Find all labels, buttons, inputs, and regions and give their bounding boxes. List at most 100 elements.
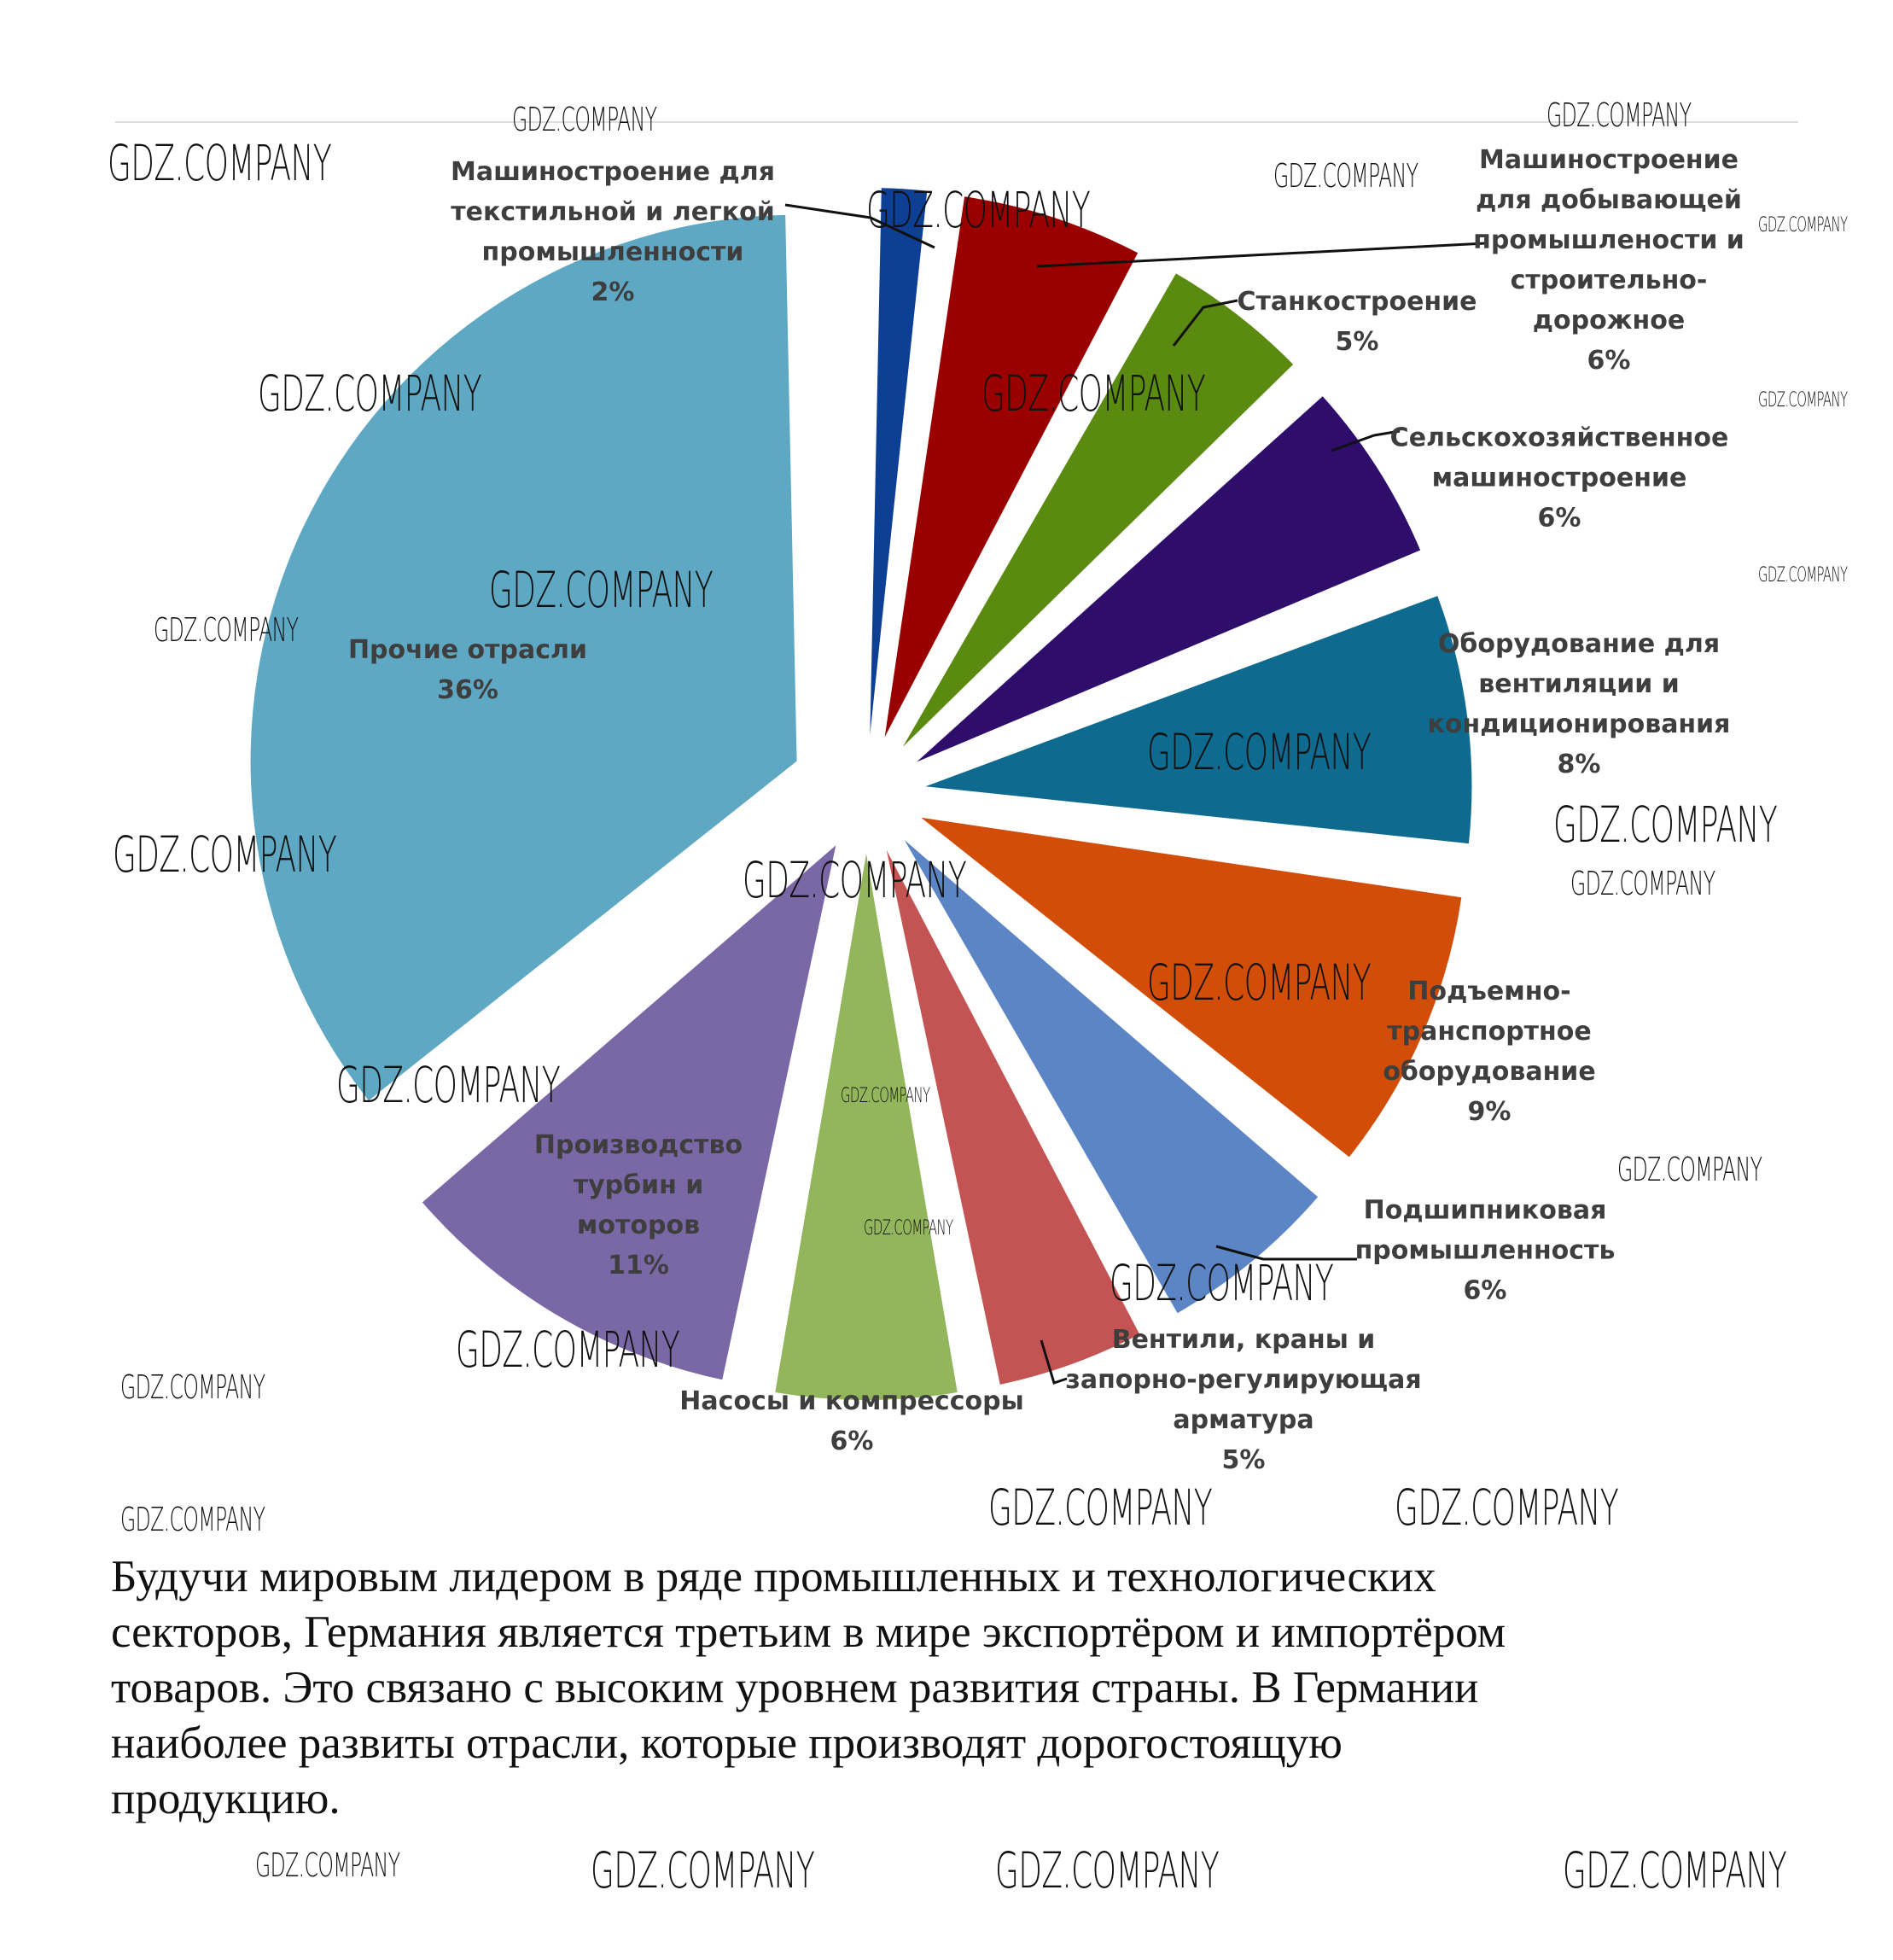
slice-label-text: для добывающей (1476, 185, 1742, 215)
watermark: GDZ.COMPANY (120, 1368, 265, 1406)
slice-label-text: вентиляции и (1478, 669, 1680, 699)
watermark: GDZ.COMPANY (1110, 1254, 1334, 1312)
slice-label-text: промышлености и (1473, 225, 1744, 255)
slice-percent: 9% (1467, 1097, 1511, 1127)
watermark: GDZ.COMPANY (120, 1501, 265, 1538)
watermark: GDZ.COMPANY (1395, 1479, 1619, 1537)
body-line: товаров. Это связано с высоким уровнем р… (111, 1663, 1479, 1712)
watermark: GDZ.COMPANY (154, 611, 299, 649)
slice-label-text: транспортное (1387, 1017, 1592, 1047)
slice-label-text: Оборудование для (1437, 629, 1721, 659)
pie-slice (925, 596, 1472, 844)
watermark: GDZ.COMPANY (1563, 1841, 1787, 1899)
slice-label-text: оборудование (1383, 1057, 1596, 1087)
slice-percent: 36% (437, 675, 498, 705)
slice-label: Сельскохозяйственное машиностроение 6% (1390, 418, 1729, 539)
watermark: GDZ.COMPANY (456, 1321, 680, 1379)
watermark: GDZ.COMPANY (1147, 954, 1372, 1012)
watermark: GDZ.COMPANY (988, 1479, 1213, 1537)
slice-label-text: Машиностроение (1478, 145, 1739, 175)
slice-percent: 8% (1557, 750, 1601, 779)
slice-percent: 2% (591, 277, 635, 307)
slice-label-text: турбин и (573, 1170, 704, 1200)
slice-label-text: Вентили, краны и (1111, 1325, 1376, 1355)
leader-line (1331, 429, 1401, 452)
slice-label: Машиностроение для добывающей промышленост… (1473, 140, 1744, 381)
watermark: GDZ.COMPANY (591, 1841, 815, 1899)
slice-label-text: строительно- (1510, 265, 1708, 295)
watermark: GDZ.COMPANY (108, 134, 332, 192)
slice-label-text: дорожное (1532, 306, 1686, 335)
watermark: GDZ.COMPANY (489, 561, 714, 619)
slice-percent: 6% (1587, 346, 1631, 376)
body-line: продукцию. (111, 1774, 341, 1823)
slice-label: Подшипниковая промышленность 6% (1355, 1191, 1616, 1311)
leader-line (1172, 299, 1238, 347)
slice-percent: 5% (1335, 327, 1379, 357)
pie-slice (886, 849, 1140, 1385)
watermark: GDZ.COMPANY (258, 365, 482, 423)
slice-label-text: Машиностроение для (451, 157, 775, 187)
slice-label-text: промышленности (481, 237, 744, 267)
watermark: GDZ.COMPANY (981, 365, 1206, 423)
pie-slice (422, 845, 836, 1380)
pie-svg (250, 188, 1486, 1401)
watermark: GDZ.COMPANY (1758, 388, 1848, 411)
slice-label: Машиностроение для текстильной и легкой пр… (451, 152, 775, 312)
slice-percent: 6% (830, 1426, 874, 1456)
pie-slice (250, 214, 797, 1101)
slice-label: Прочие отрасли 36% (348, 630, 587, 710)
watermark: GDZ.COMPANY (336, 1056, 561, 1114)
watermark: GDZ.COMPANY (1758, 213, 1848, 236)
slice-percent: 6% (1537, 503, 1581, 534)
slice-label-text: Производство (533, 1130, 743, 1160)
slice-label-text: кондиционирования (1427, 709, 1731, 739)
body-line: наиболее развиты отрасли, которые произв… (111, 1718, 1343, 1768)
pie-slice (870, 188, 928, 735)
watermark: GDZ.COMPANY (113, 825, 337, 884)
pie-slice (921, 817, 1462, 1158)
top-divider (115, 121, 1798, 123)
slice-percent: 6% (1463, 1275, 1507, 1306)
slice-percent: 5% (1221, 1445, 1266, 1475)
leader-line (1215, 1245, 1357, 1261)
watermark: GDZ.COMPANY (864, 1216, 953, 1240)
slice-label: Насосы и компрессоры 6% (679, 1381, 1023, 1461)
watermark: GDZ.COMPANY (866, 181, 1091, 239)
watermark: GDZ.COMPANY (743, 851, 967, 909)
slice-label: Вентили, краны и запорно-регулирующая арма… (1065, 1320, 1421, 1480)
body-line: Будучи мировым лидером в ряде промышленн… (111, 1552, 1436, 1601)
slice-label-text: Прочие отрасли (347, 635, 588, 665)
watermark: GDZ.COMPANY (1147, 723, 1372, 781)
body-line: секторов, Германия является третьим в ми… (111, 1607, 1506, 1657)
slice-label: Станкостроение 5% (1237, 282, 1477, 362)
slice-label-text: машиностроение (1431, 463, 1687, 493)
pie-slice (917, 396, 1421, 762)
leader-line (1036, 242, 1486, 268)
pie-slice (775, 854, 958, 1401)
pie-slice (902, 273, 1294, 747)
slice-percent: 11% (608, 1251, 669, 1280)
pie-slice (884, 196, 1139, 738)
pie-slice (904, 839, 1319, 1314)
slice-label: Производство турбин и моторов 11% (534, 1125, 743, 1286)
watermark: GDZ.COMPANY (512, 101, 657, 138)
slice-label-text: текстильной и легкой (451, 197, 775, 227)
watermark: GDZ.COMPANY (1553, 796, 1778, 854)
slice-label-text: запорно-регулирующая (1065, 1365, 1422, 1395)
slice-label-text: Сельскохозяйственное (1389, 423, 1729, 453)
slice-label-text: Насосы и компрессоры (679, 1386, 1024, 1416)
watermark: GDZ.COMPANY (1273, 157, 1418, 195)
slice-label: Оборудование для вентиляции и кондициониро… (1428, 624, 1731, 785)
watermark: GDZ.COMPANY (1758, 563, 1848, 586)
watermark: GDZ.COMPANY (1546, 96, 1692, 134)
slice-label: Подъемно-транспортное оборудование 9% (1383, 971, 1595, 1132)
watermark: GDZ.COMPANY (1617, 1151, 1762, 1188)
slice-label-text: Станкостроение (1237, 287, 1477, 317)
watermark: GDZ.COMPANY (995, 1841, 1220, 1899)
slice-label-text: моторов (576, 1210, 701, 1240)
leader-line (1040, 1339, 1068, 1385)
slice-label-text: Подъемно- (1407, 977, 1571, 1006)
slice-label-text: Подшипниковая (1363, 1195, 1607, 1226)
slice-label-text: промышленность (1354, 1235, 1616, 1266)
